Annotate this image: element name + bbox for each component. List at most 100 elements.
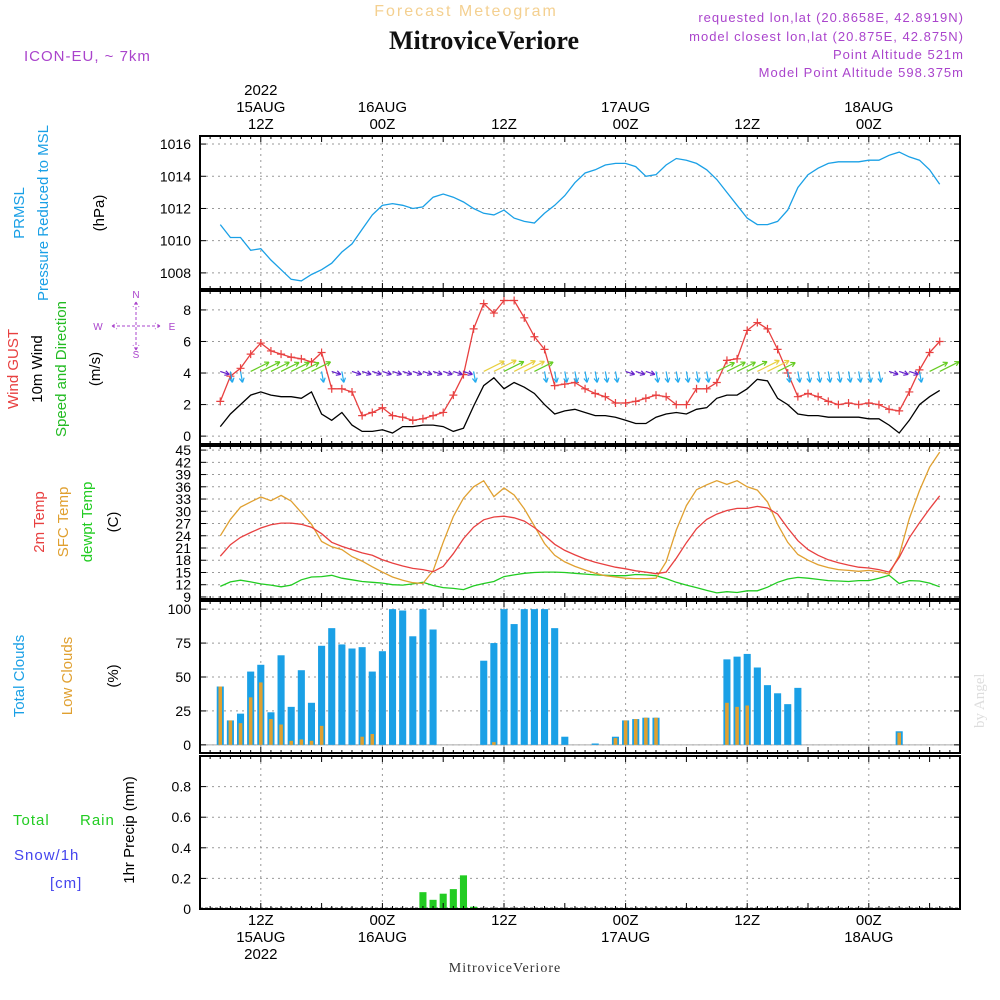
wind-direction-arrow [746, 361, 768, 372]
place-title: MitroviceVeriore [389, 26, 579, 55]
gust-marker [733, 354, 742, 363]
gust-marker [520, 313, 529, 322]
y-label: 2m Temp [31, 491, 48, 552]
y-tick-label: 0.6 [172, 809, 192, 825]
y-tick-label: 42 [175, 454, 191, 470]
wind-direction-arrow [942, 361, 949, 367]
y-tick-label: 15 [175, 564, 191, 580]
wind-direction-arrow [325, 361, 332, 367]
wind-direction-arrow [817, 371, 821, 383]
y-label: (%) [105, 664, 122, 687]
y-tick-label: 1008 [160, 265, 191, 281]
total-cloud-bar [388, 609, 397, 745]
time-label: 15AUG [236, 929, 285, 946]
wind-direction-arrow [674, 377, 681, 383]
wind-direction-arrow [483, 360, 505, 372]
sfc-temp-line [219, 451, 941, 585]
low-cloud-bar [725, 702, 729, 745]
total-cloud-bar [490, 643, 498, 745]
gust-marker [834, 400, 843, 409]
wind-direction-arrow [954, 360, 960, 367]
low-cloud-bar [309, 740, 314, 745]
wind-direction-arrow [239, 371, 244, 383]
gust-marker [236, 364, 245, 373]
wind-direction-arrow [664, 377, 671, 383]
y-tick-label: 75 [175, 635, 191, 651]
wind-direction-arrow [705, 377, 711, 383]
time-label: 12Z [491, 116, 517, 133]
wind-direction-arrow [787, 371, 791, 383]
wind-direction-arrow [837, 371, 841, 383]
low-cloud-bar [897, 732, 901, 745]
rain-bar [419, 892, 427, 909]
total-cloud-bar [733, 656, 741, 745]
wind-direction-arrow [796, 377, 803, 383]
low-cloud-bar [319, 725, 324, 745]
wind-direction-arrow [313, 361, 320, 368]
gust-marker [885, 405, 894, 414]
low-cloud-bar [360, 736, 364, 745]
gust-marker [611, 398, 620, 407]
gust-marker [266, 346, 275, 355]
total-cloud-bar [520, 609, 528, 745]
total-cloud-bar [530, 609, 538, 745]
gust-marker [256, 339, 265, 348]
wind-direction-arrow [893, 370, 899, 376]
time-label: 17AUG [601, 929, 650, 946]
y-tick-label: 100 [168, 601, 192, 617]
wind-direction-arrow [402, 370, 412, 376]
wind-direction-arrow [888, 370, 899, 376]
total-cloud-bar [307, 702, 316, 745]
wind-direction-arrow [858, 371, 862, 383]
panel-frame [199, 135, 961, 290]
low-cloud-bar [492, 742, 496, 745]
y-tick-label: 33 [175, 491, 191, 507]
wind-direction-arrow [412, 370, 422, 376]
time-label: 18AUG [844, 99, 893, 116]
y-tick-label: 0 [183, 901, 191, 917]
wind-direction-arrow [335, 370, 342, 376]
wind-direction-arrow [784, 359, 790, 366]
total-cloud-bar [500, 609, 508, 745]
wind-direction-arrow [554, 371, 558, 383]
gust-marker [337, 384, 346, 393]
total-cloud-bar [561, 736, 569, 745]
wind-direction-arrow [826, 377, 833, 383]
wind-direction-arrow [321, 371, 325, 383]
total-cloud-bar [358, 647, 366, 745]
low-cloud-bar [279, 724, 283, 745]
wind-direction-arrow [376, 370, 382, 376]
time-label: 00Z [856, 912, 882, 929]
gust-marker [368, 408, 377, 417]
wind-direction-arrow [790, 361, 796, 368]
wind-direction-arrow [220, 370, 230, 376]
pressure-line [219, 151, 941, 282]
time-label: 12Z [734, 116, 760, 133]
gust-marker [246, 350, 255, 359]
wind-direction-arrow [386, 370, 392, 376]
watermark: by Angel [972, 673, 988, 728]
total-cloud-bar [510, 624, 518, 745]
total-cloud-bar [753, 667, 761, 745]
rain-bar [439, 893, 447, 909]
gust-marker [449, 391, 458, 400]
total-cloud-bar [540, 609, 549, 745]
gust-marker [327, 384, 336, 393]
wind-direction-arrow [909, 370, 919, 376]
gust-marker [743, 326, 752, 335]
wind-direction-arrow [695, 371, 700, 383]
total-cloud-bar [378, 651, 386, 745]
wind-direction-arrow [613, 377, 620, 383]
total-cloud-bar [368, 671, 376, 745]
gust-marker [935, 337, 944, 346]
wind-direction-arrow [511, 359, 517, 365]
total-cloud-bar [419, 609, 427, 745]
wind-direction-arrow [463, 370, 473, 376]
gust-marker [824, 397, 833, 406]
y-tick-label: 50 [175, 669, 191, 685]
wind-direction-arrow [238, 377, 245, 383]
low-cloud-bar [218, 686, 223, 745]
total-cloud-bar [591, 743, 599, 745]
wind-direction-arrow [786, 377, 792, 383]
wind-direction-arrow [304, 361, 310, 367]
